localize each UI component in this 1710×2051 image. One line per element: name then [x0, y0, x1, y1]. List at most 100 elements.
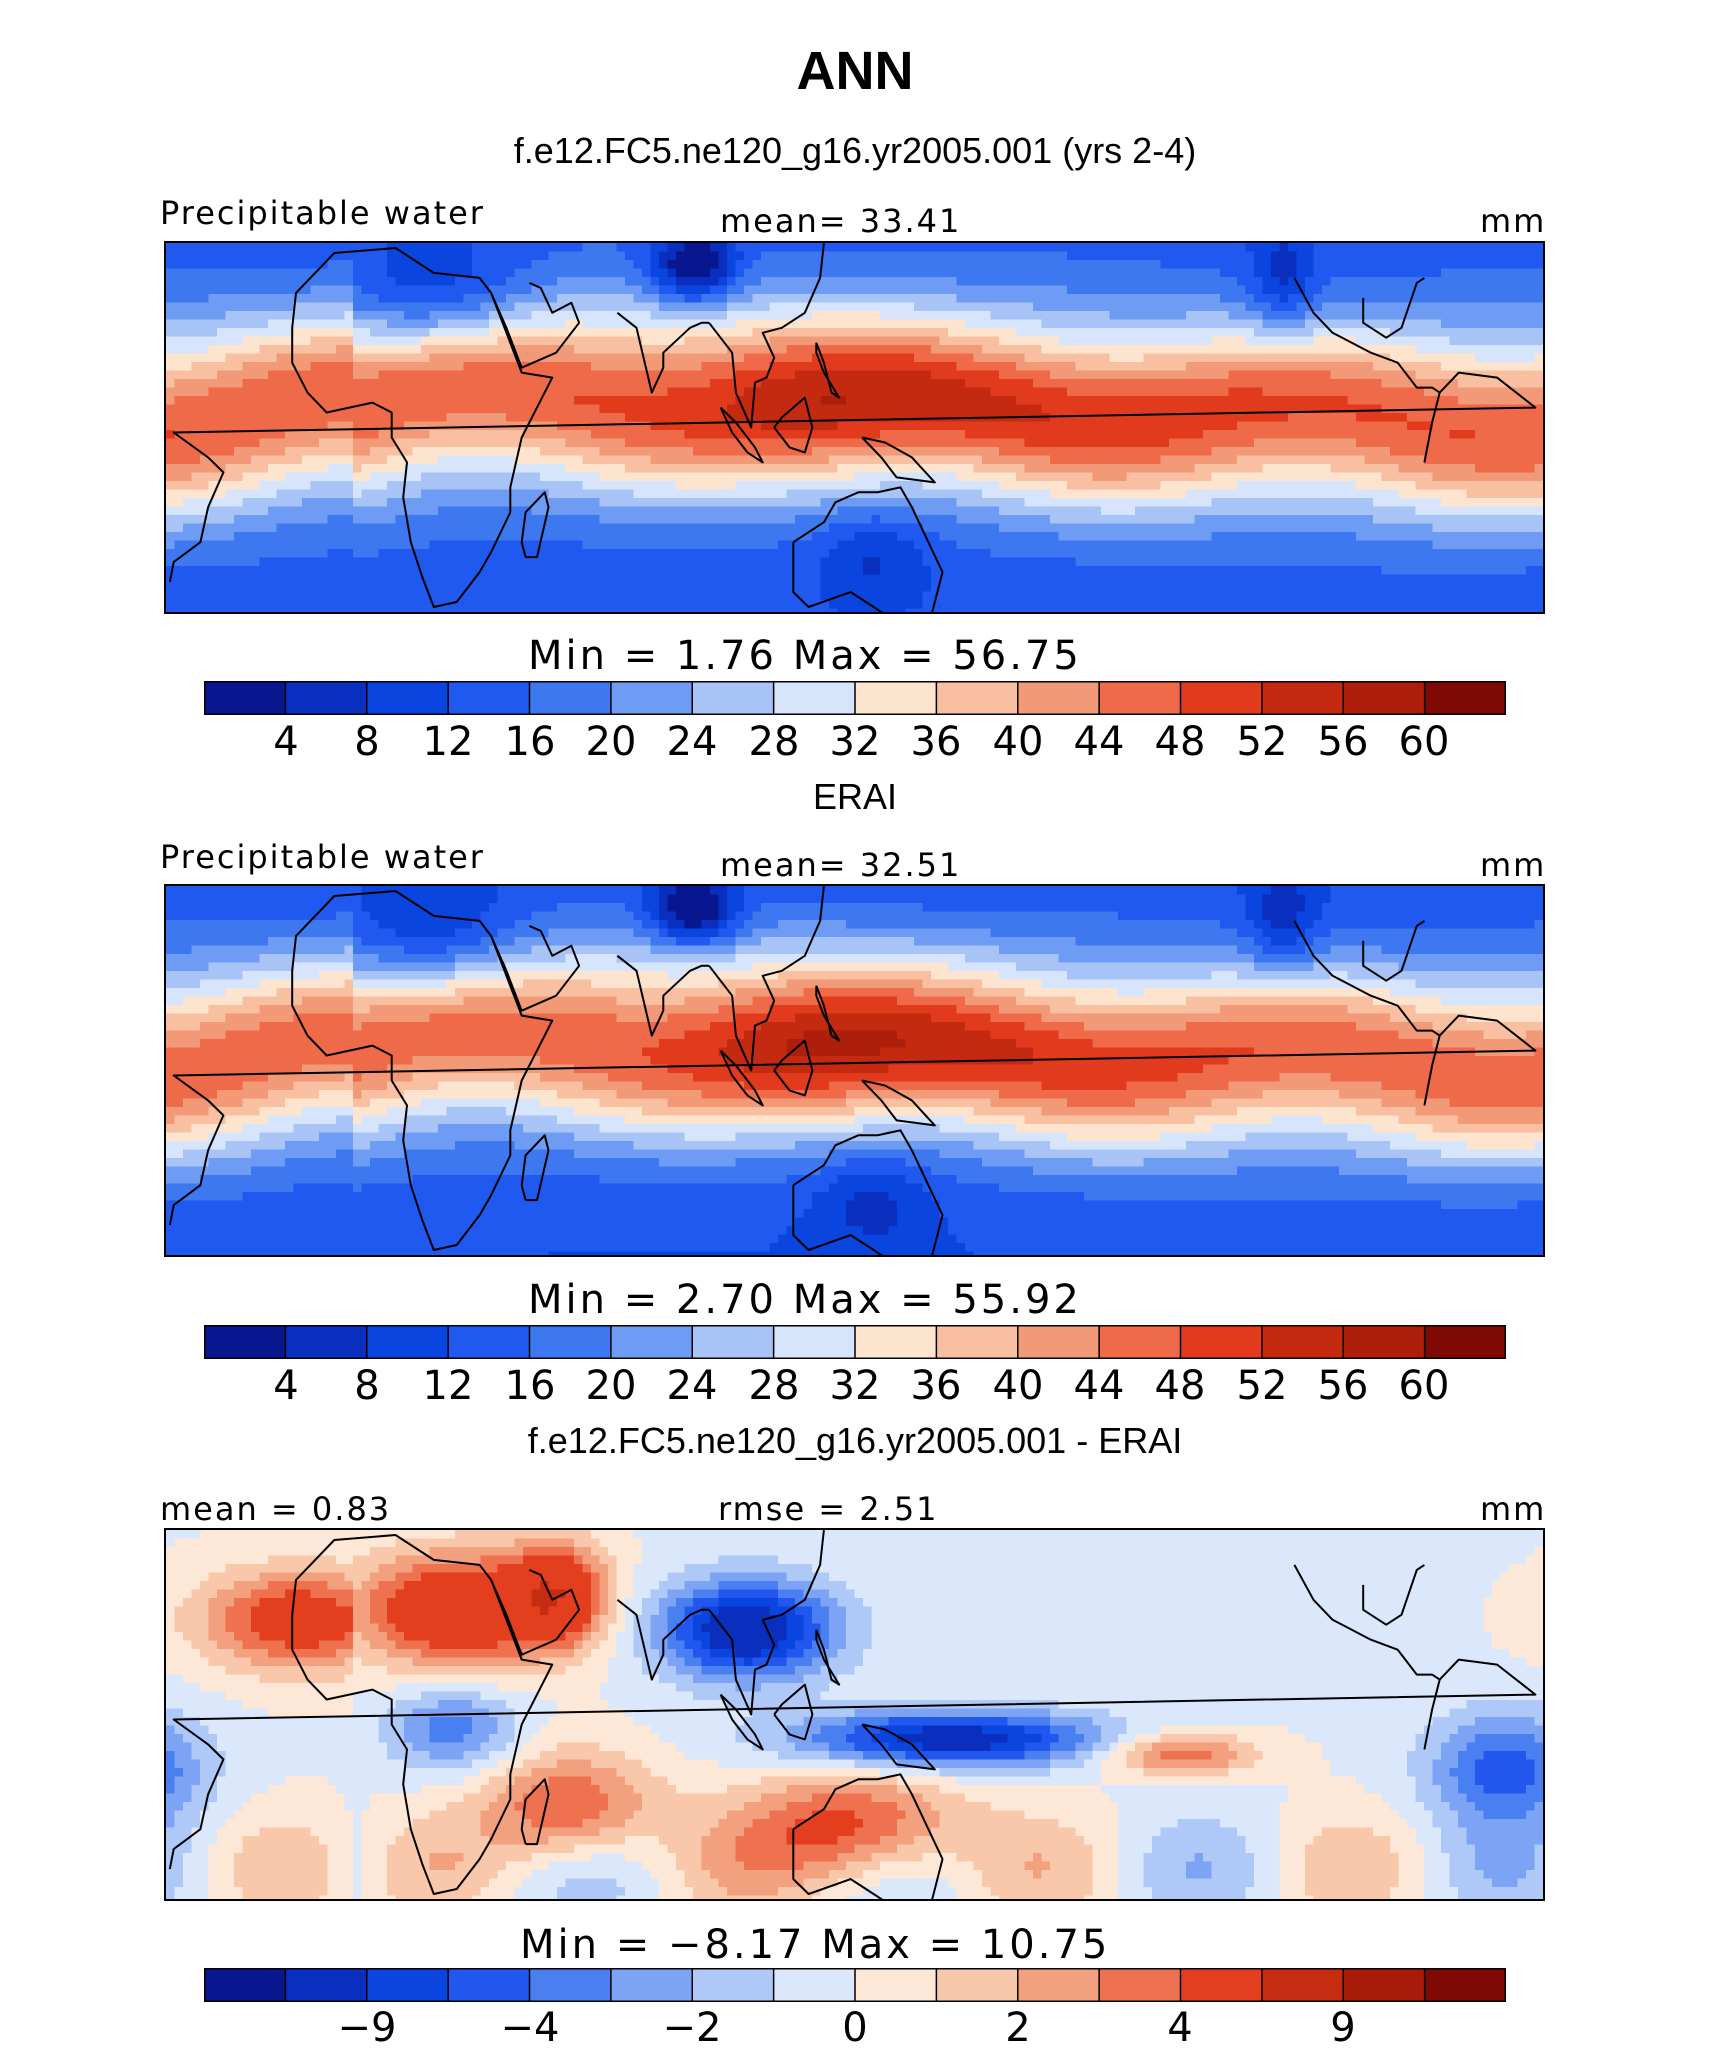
- field-cell: [1084, 328, 1094, 338]
- field-cell: [378, 498, 388, 508]
- field-cell: [421, 481, 431, 491]
- field-cell: [727, 464, 737, 474]
- field-cell: [200, 396, 210, 406]
- field-cell: [1492, 421, 1502, 431]
- field-cell: [608, 294, 618, 304]
- field-cell: [489, 353, 499, 363]
- field-cell: [650, 277, 660, 287]
- field-cell: [1356, 251, 1366, 261]
- field-cell: [1339, 464, 1349, 474]
- field-cell: [948, 464, 958, 474]
- field-cell: [820, 285, 830, 295]
- field-cell: [650, 413, 660, 423]
- field-cell: [922, 345, 932, 355]
- field-cell: [336, 396, 346, 406]
- field-cell: [1169, 387, 1179, 397]
- field-cell: [1424, 311, 1434, 321]
- field-cell: [387, 396, 397, 406]
- field-cell: [531, 379, 541, 389]
- field-cell: [769, 379, 779, 389]
- field-cell: [463, 260, 473, 270]
- field-cell: [982, 251, 992, 261]
- field-cell: [463, 438, 473, 448]
- field-cell: [956, 362, 966, 372]
- field-cell: [1203, 328, 1213, 338]
- field-cell: [514, 438, 524, 448]
- field-cell: [225, 345, 235, 355]
- field-cell: [1084, 455, 1094, 465]
- field-cell: [854, 472, 864, 482]
- field-cell: [999, 430, 1009, 440]
- field-cell: [778, 362, 788, 372]
- field-cell: [837, 455, 847, 465]
- field-cell: [1084, 370, 1094, 380]
- field-cell: [1390, 285, 1400, 295]
- field-cell: [1126, 413, 1136, 423]
- field-cell: [1305, 294, 1315, 304]
- field-cell: [778, 396, 788, 406]
- field-cell: [1075, 421, 1085, 431]
- field-cell: [200, 243, 210, 253]
- field-cell: [659, 404, 669, 414]
- field-cell: [1381, 404, 1391, 414]
- field-cell: [727, 302, 737, 312]
- field-cell: [259, 438, 269, 448]
- field-cell: [1279, 311, 1289, 321]
- field-cell: [1356, 481, 1366, 491]
- field-cell: [234, 472, 244, 482]
- field-cell: [1228, 328, 1238, 338]
- field-cell: [1288, 336, 1298, 346]
- field-cell: [931, 379, 941, 389]
- field-cell: [761, 489, 771, 499]
- field-cell: [1211, 472, 1221, 482]
- field-cell: [633, 285, 643, 295]
- field-cell: [582, 379, 592, 389]
- field-cell: [854, 302, 864, 312]
- field-cell: [1347, 362, 1357, 372]
- field-cell: [174, 455, 184, 465]
- field-cell: [633, 430, 643, 440]
- field-cell: [1424, 413, 1434, 423]
- field-cell: [1203, 277, 1213, 287]
- field-cell: [370, 481, 380, 491]
- field-cell: [931, 447, 941, 457]
- field-cell: [302, 319, 312, 329]
- field-cell: [1067, 430, 1077, 440]
- field-cell: [1033, 387, 1043, 397]
- field-cell: [1398, 260, 1408, 270]
- field-cell: [1058, 285, 1068, 295]
- field-cell: [293, 404, 303, 414]
- field-cell: [1288, 251, 1298, 261]
- field-cell: [1305, 362, 1315, 372]
- field-cell: [548, 396, 558, 406]
- field-cell: [1245, 404, 1255, 414]
- field-cell: [1228, 498, 1238, 508]
- field-cell: [684, 294, 694, 304]
- field-cell: [1067, 413, 1077, 423]
- field-cell: [489, 311, 499, 321]
- field-cell: [1118, 353, 1128, 363]
- field-cell: [446, 481, 456, 491]
- field-cell: [1271, 336, 1281, 346]
- field-cell: [948, 498, 958, 508]
- field-cell: [353, 472, 363, 482]
- field-cell: [905, 489, 915, 499]
- field-cell: [880, 447, 890, 457]
- field-cell: [574, 277, 584, 287]
- field-cell: [370, 336, 380, 346]
- field-cell: [429, 421, 439, 431]
- field-cell: [1347, 353, 1357, 363]
- field-cell: [1500, 243, 1510, 253]
- field-cell: [1415, 243, 1425, 253]
- field-cell: [1509, 464, 1519, 474]
- field-cell: [812, 311, 822, 321]
- field-cell: [871, 421, 881, 431]
- field-cell: [1475, 251, 1485, 261]
- field-cell: [1152, 489, 1162, 499]
- field-cell: [429, 472, 439, 482]
- field-cell: [710, 336, 720, 346]
- field-cell: [999, 268, 1009, 278]
- field-cell: [744, 260, 754, 270]
- field-cell: [650, 302, 660, 312]
- field-cell: [1398, 464, 1408, 474]
